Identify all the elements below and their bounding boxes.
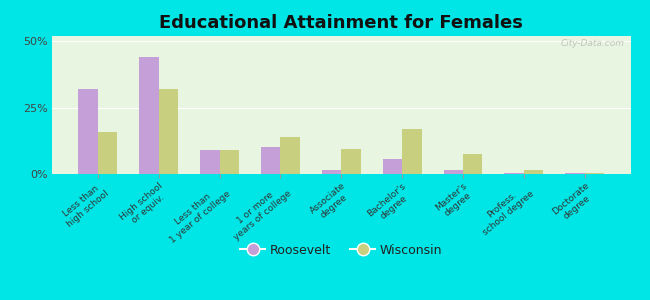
Legend: Roosevelt, Wisconsin: Roosevelt, Wisconsin xyxy=(235,238,447,262)
Bar xyxy=(78,89,98,174)
Bar xyxy=(200,150,220,174)
Bar xyxy=(139,57,159,174)
Bar xyxy=(383,159,402,174)
Bar xyxy=(98,131,117,174)
Bar xyxy=(159,89,178,174)
Bar xyxy=(220,150,239,174)
Bar xyxy=(524,170,543,174)
Bar xyxy=(504,173,524,174)
Bar xyxy=(443,170,463,174)
Bar xyxy=(261,148,280,174)
Text: City-Data.com: City-Data.com xyxy=(561,39,625,48)
Bar xyxy=(280,137,300,174)
Bar xyxy=(585,173,604,174)
Bar xyxy=(566,173,585,174)
Bar xyxy=(322,170,341,174)
Title: Educational Attainment for Females: Educational Attainment for Females xyxy=(159,14,523,32)
Bar xyxy=(341,149,361,174)
Bar xyxy=(463,154,482,174)
Bar xyxy=(402,129,422,174)
